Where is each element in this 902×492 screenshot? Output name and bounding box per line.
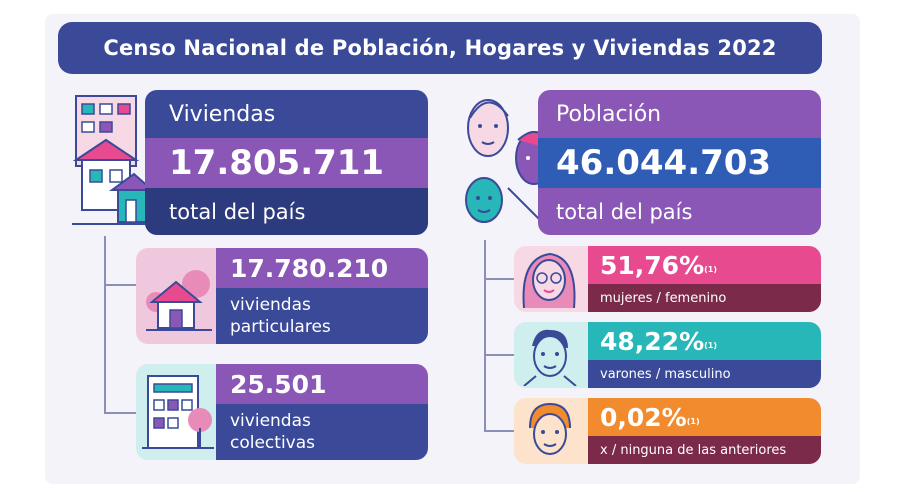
person-face-icon: [529, 402, 571, 455]
mujeres-footnote: (1): [704, 264, 718, 274]
viviendas-connector: [104, 236, 106, 414]
viviendas-total-card: Viviendas 17.805.711 total del país: [145, 90, 428, 235]
poblacion-connector-branch-3: [484, 430, 514, 432]
ninguna-card: 0,02% (1) x / ninguna de las anteriores: [514, 398, 821, 464]
colectivas-line2: colectivas: [230, 433, 315, 453]
ninguna-value: 0,02%: [600, 402, 687, 432]
mujeres-value: 51,76%: [600, 250, 705, 280]
viviendas-total-value: 17.805.711: [169, 143, 385, 183]
varones-footnote: (1): [704, 340, 718, 350]
varones-value: 48,22%: [600, 326, 705, 356]
poblacion-connector: [484, 240, 486, 432]
varones-card: 48,22% (1) varones / masculino: [514, 322, 821, 388]
viviendas-connector-branch-2: [104, 412, 136, 414]
ninguna-caption: x / ninguna de las anteriores: [600, 442, 787, 458]
poblacion-connector-branch-2: [484, 354, 514, 356]
poblacion-label: Población: [556, 101, 662, 127]
poblacion-total-value: 46.044.703: [556, 143, 772, 183]
viviendas-caption: total del país: [169, 199, 306, 224]
particulares-line2: particulares: [230, 317, 331, 337]
woman-face-icon: [522, 252, 576, 309]
colectivas-line1: viviendas: [230, 411, 311, 431]
particulares-value: 17.780.210: [230, 253, 389, 283]
ninguna-footnote: (1): [686, 416, 700, 426]
man-face-icon: [523, 329, 577, 386]
page-title: Censo Nacional de Población, Hogares y V…: [58, 22, 822, 74]
buildings-illustration: [72, 95, 152, 225]
mujeres-caption: mujeres / femenino: [600, 290, 727, 306]
colectivas-value: 25.501: [230, 369, 327, 399]
poblacion-caption: total del país: [556, 199, 693, 224]
poblacion-total-card: Población 46.044.703 total del país: [538, 90, 821, 235]
apartment-building-icon: [142, 375, 214, 449]
viviendas-label: Viviendas: [169, 101, 276, 127]
viviendas-connector-branch-1: [104, 284, 136, 286]
particulares-line1: viviendas: [230, 295, 311, 315]
poblacion-connector-branch-1: [484, 278, 514, 280]
varones-caption: varones / masculino: [600, 366, 731, 382]
house-icon: [146, 270, 212, 331]
